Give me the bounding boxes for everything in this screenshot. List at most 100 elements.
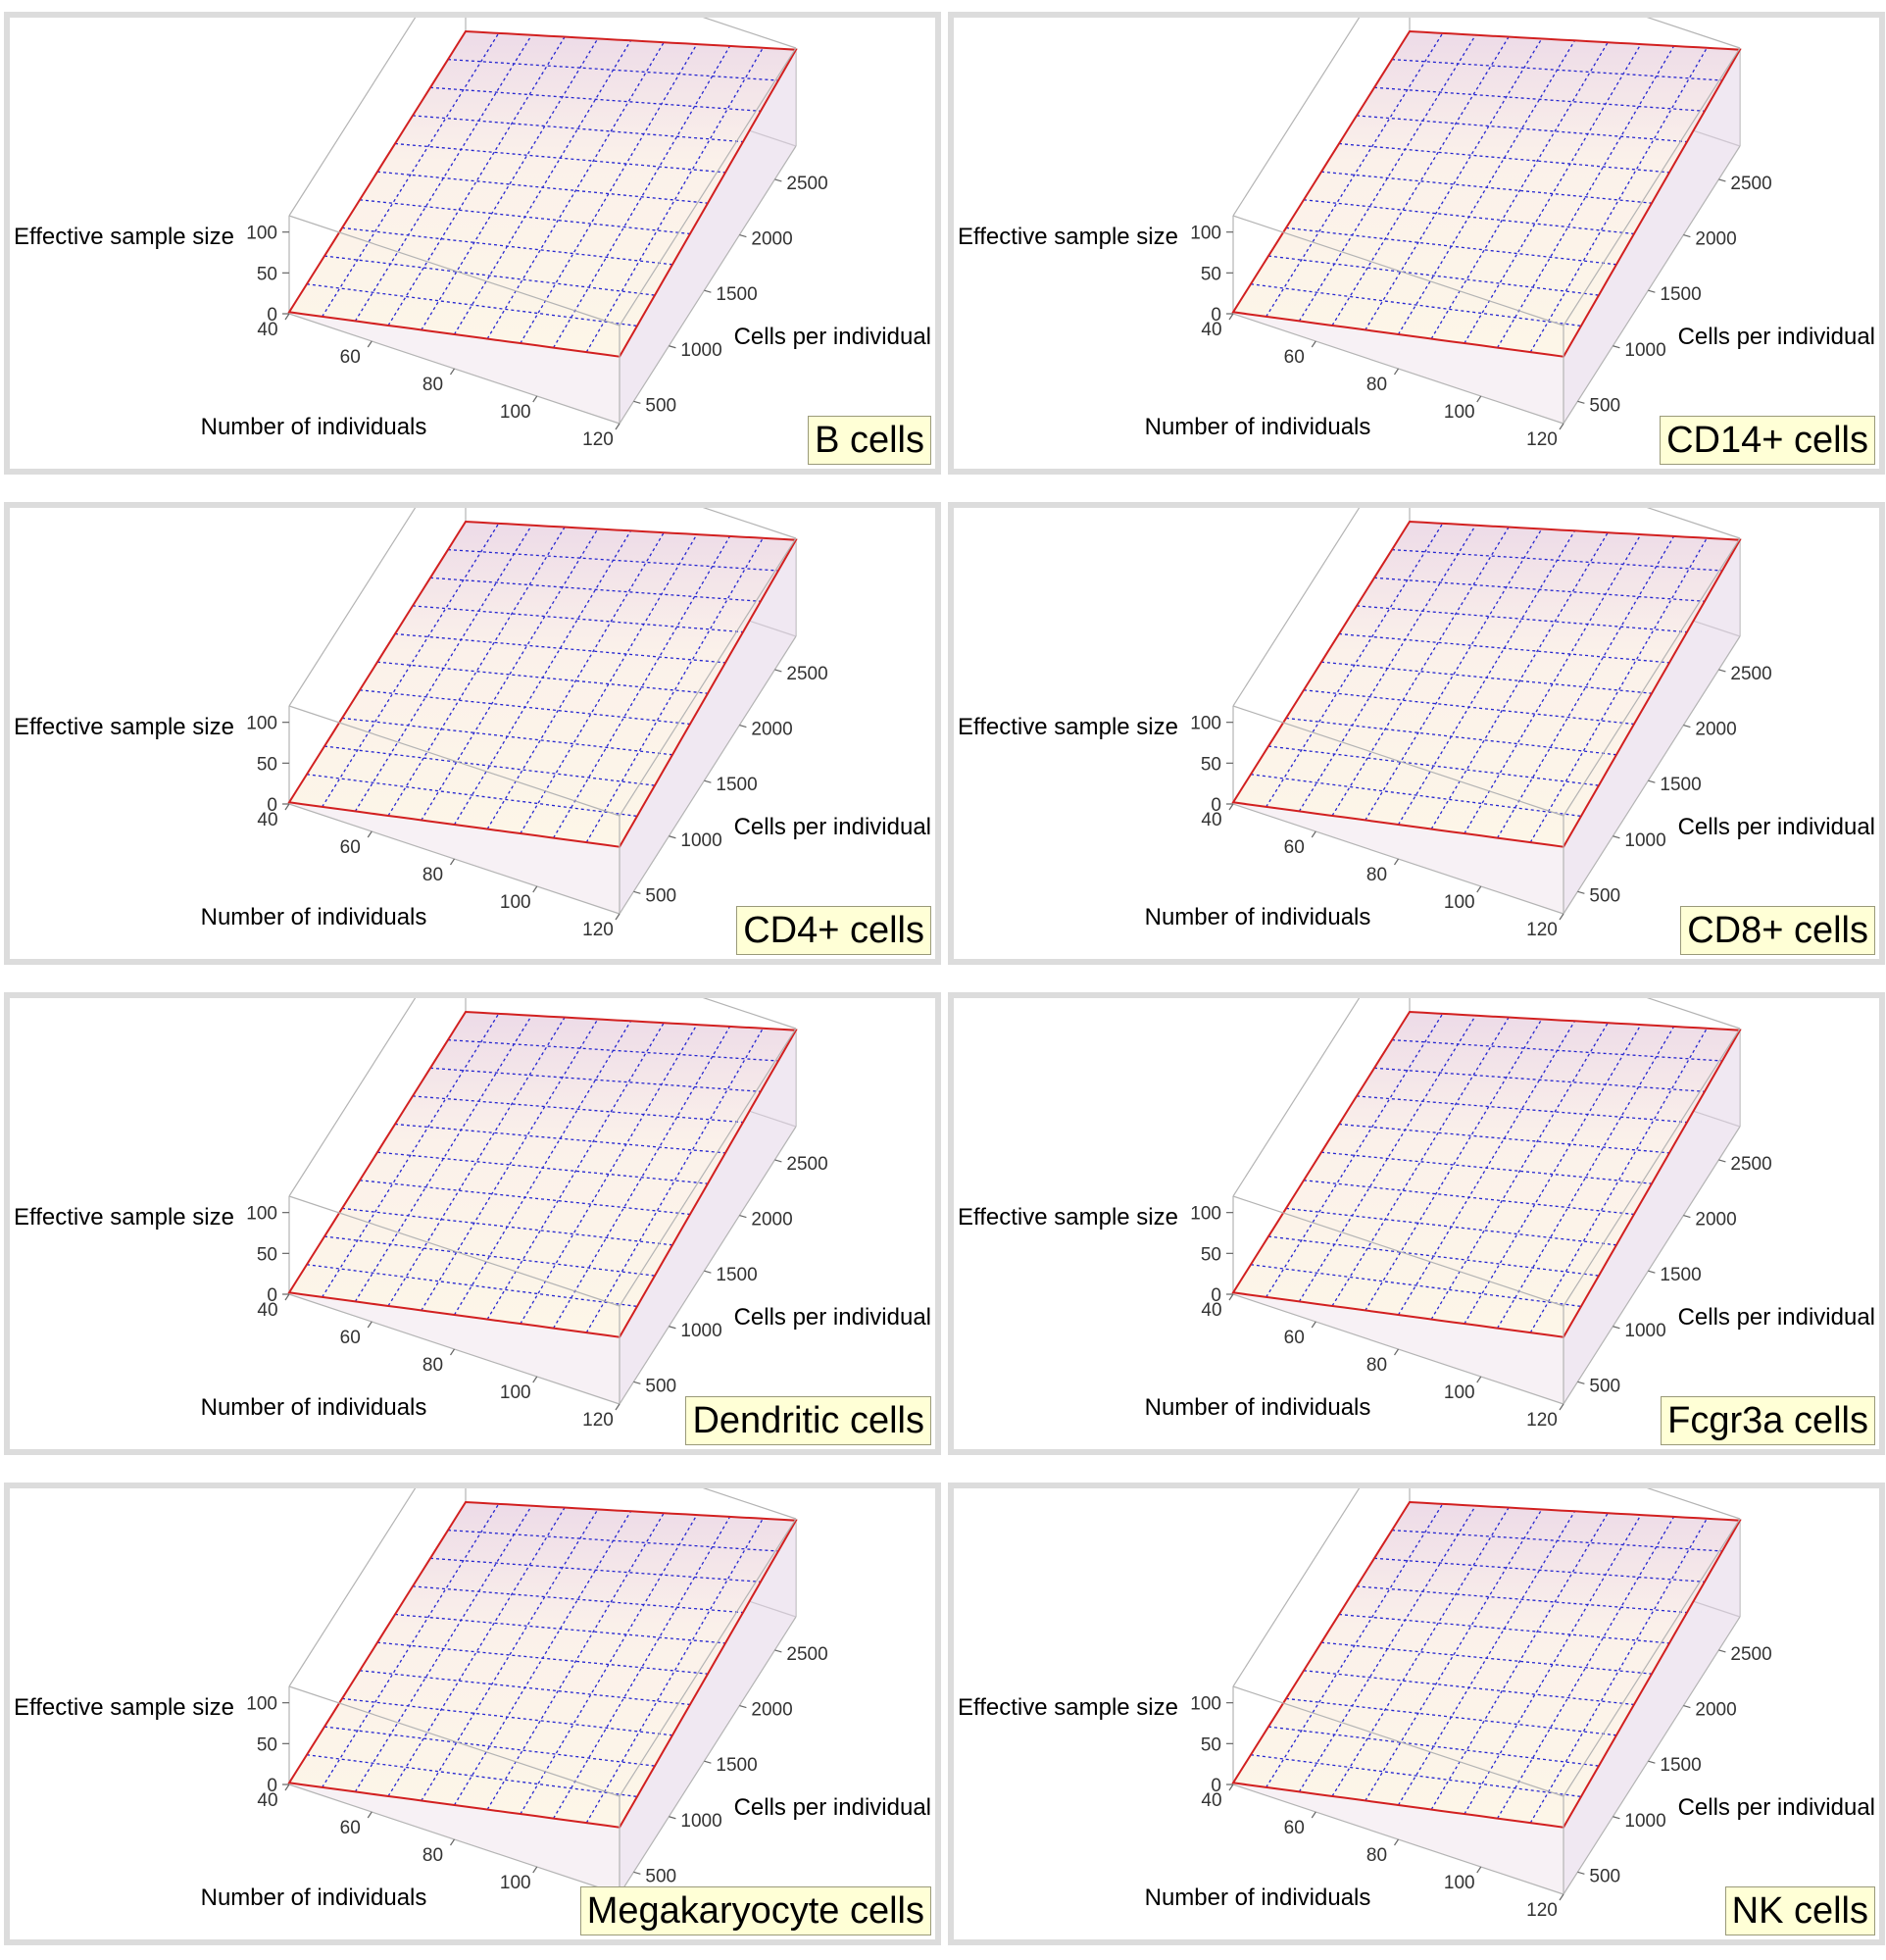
y-tick-label: 2500 xyxy=(786,1154,827,1175)
surface-edge xyxy=(287,520,798,848)
x-tick xyxy=(1559,913,1564,921)
mesh-line xyxy=(1430,41,1609,339)
y-tick xyxy=(1613,835,1620,839)
surface-edge xyxy=(1231,520,1742,848)
y-tick-label: 500 xyxy=(645,885,676,906)
chart-title: CD8+ cells xyxy=(1680,906,1875,955)
y-tick xyxy=(669,835,676,839)
x-tick-label: 100 xyxy=(500,1873,531,1893)
mesh-line xyxy=(1338,1613,1670,1644)
y-axis-label: Cells per individual xyxy=(734,814,931,840)
x-tick xyxy=(367,830,372,838)
x-tick-label: 60 xyxy=(1284,1818,1305,1838)
x-tick-label: 40 xyxy=(1201,810,1221,830)
box-edge xyxy=(1563,1616,1741,1895)
x-tick xyxy=(1228,1784,1234,1791)
mesh-line xyxy=(453,39,632,335)
mesh-line xyxy=(323,1235,656,1277)
box-edge xyxy=(619,537,797,817)
x-tick-label: 40 xyxy=(257,810,277,830)
y-tick-label: 2500 xyxy=(786,664,827,684)
mesh-line xyxy=(323,255,656,296)
x-axis-label: Number of individuals xyxy=(201,904,427,930)
y-tick-label: 1500 xyxy=(1660,775,1701,795)
y-tick-label: 2000 xyxy=(751,1210,792,1231)
box-edge xyxy=(1563,1518,1741,1797)
box-edge xyxy=(1232,1685,1564,1797)
y-tick xyxy=(1648,289,1656,293)
mesh-line xyxy=(1356,1095,1688,1124)
y-tick-label: 2000 xyxy=(751,720,792,740)
y-tick xyxy=(774,1159,782,1163)
x-tick xyxy=(1394,858,1399,866)
box-edge xyxy=(1563,47,1741,327)
x-tick xyxy=(367,340,372,348)
mesh-line xyxy=(1365,528,1543,821)
box-edge xyxy=(1563,145,1741,425)
z-axis-label: Effective sample size xyxy=(14,1204,234,1231)
y-tick xyxy=(739,1704,747,1709)
y-tick xyxy=(1577,1871,1585,1875)
box-edge xyxy=(288,215,620,327)
x-tick-label: 60 xyxy=(340,1328,361,1348)
surface-fill xyxy=(289,522,796,847)
mesh-line xyxy=(1267,1235,1600,1277)
x-axis-label: Number of individuals xyxy=(1145,1885,1371,1911)
y-tick xyxy=(633,890,641,894)
x-tick xyxy=(367,1811,372,1819)
y-tick xyxy=(774,1649,782,1653)
box-edge xyxy=(702,508,797,539)
box-edge xyxy=(619,1126,797,1405)
x-tick xyxy=(1311,1811,1316,1819)
mesh-line xyxy=(306,774,638,818)
surface-fill xyxy=(1233,31,1740,357)
z-tick-label: 0 xyxy=(267,1776,277,1796)
box-edge xyxy=(619,1518,797,1797)
x-tick-label: 60 xyxy=(340,347,361,368)
mesh-line xyxy=(1250,283,1582,327)
z-axis-label: Effective sample size xyxy=(958,1204,1178,1231)
box-edge xyxy=(1563,537,1741,817)
box-edge xyxy=(288,18,417,217)
y-tick xyxy=(1577,890,1585,894)
x-tick xyxy=(367,1321,372,1329)
y-tick-label: 2500 xyxy=(1730,664,1771,684)
mesh-line xyxy=(421,38,599,330)
mesh-line xyxy=(486,41,665,339)
mesh-line xyxy=(412,1585,744,1614)
mesh-line xyxy=(1266,1503,1444,1788)
mesh-line xyxy=(1267,255,1600,296)
y-tick-label: 1500 xyxy=(716,775,757,795)
z-axis-label: Effective sample size xyxy=(958,224,1178,250)
box-edge xyxy=(1646,998,1741,1030)
x-tick xyxy=(1394,1348,1399,1356)
x-tick-label: 120 xyxy=(582,1410,614,1431)
mesh-line xyxy=(306,1754,638,1798)
box-edge xyxy=(1563,1028,1741,1307)
x-tick-label: 60 xyxy=(1284,1328,1305,1348)
mesh-line xyxy=(421,1509,599,1801)
mesh-line xyxy=(1373,1557,1706,1583)
surface-side-right xyxy=(620,49,796,424)
y-tick-label: 2000 xyxy=(1695,229,1736,250)
mesh-line xyxy=(1356,1585,1688,1614)
mesh-line xyxy=(429,577,762,602)
x-tick-label: 120 xyxy=(1526,1900,1558,1921)
y-tick-label: 1500 xyxy=(1660,1265,1701,1285)
surface-side-right xyxy=(620,1520,796,1894)
x-tick-label: 80 xyxy=(1366,1355,1387,1376)
box-edge xyxy=(1563,635,1741,915)
x-tick xyxy=(1228,803,1234,811)
y-tick-label: 2500 xyxy=(786,174,827,194)
x-tick-label: 40 xyxy=(257,1790,277,1811)
x-tick-label: 40 xyxy=(257,1300,277,1321)
y-tick xyxy=(1683,724,1691,729)
x-tick xyxy=(532,885,538,893)
x-tick-label: 80 xyxy=(422,1355,443,1376)
z-tick-label: 0 xyxy=(267,795,277,816)
chart-panel: 4060801001205001000150020002500050100Num… xyxy=(4,1483,941,1945)
y-tick-label: 1000 xyxy=(680,830,721,851)
y-tick xyxy=(633,1381,641,1384)
